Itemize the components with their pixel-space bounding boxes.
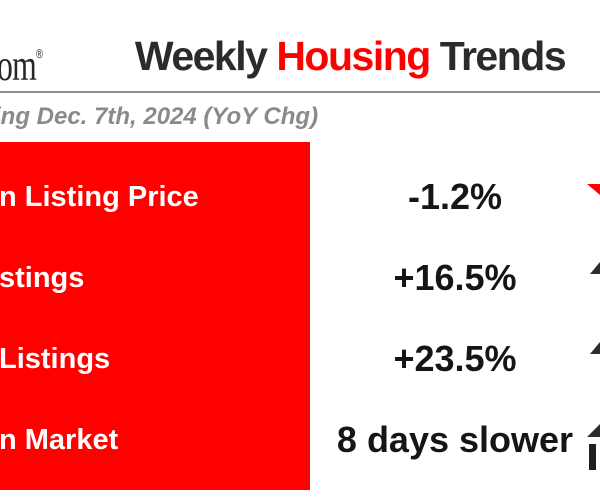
realtor-com-logo-fragment: om® [0,40,43,91]
metrics-red-panel [0,142,310,490]
header-divider-line [0,91,600,93]
metric-value-new-listings: +16.5% [393,257,517,298]
week-ending-subtitle: ing Dec. 7th, 2024 (YoY Chg) [0,103,319,130]
metric-label-active-listings: Listings [0,343,111,375]
title-word-trends: Trends [429,33,567,79]
trend-up-arrow-shaft-icon [589,444,596,470]
trend-up-arrow-icon [590,342,600,354]
metric-value-active-listings: +23.5% [393,338,517,379]
metric-value-days-on-market: 8 days slower [336,419,574,460]
trend-up-arrow-icon [590,262,600,274]
page-title: Weekly Housing Trends [120,33,580,80]
metric-label-median-listing-price: n Listing Price [0,181,199,213]
trend-down-arrow-icon [587,184,600,195]
metric-label-new-listings: stings [0,262,85,294]
metric-value-median-listing-price: -1.2% [407,176,503,217]
registered-trademark-symbol: ® [36,46,43,61]
logo-text: om [0,41,37,90]
metric-label-days-on-market: n Market [0,424,119,456]
title-word-weekly: Weekly [134,33,277,79]
title-word-housing: Housing [276,33,431,79]
